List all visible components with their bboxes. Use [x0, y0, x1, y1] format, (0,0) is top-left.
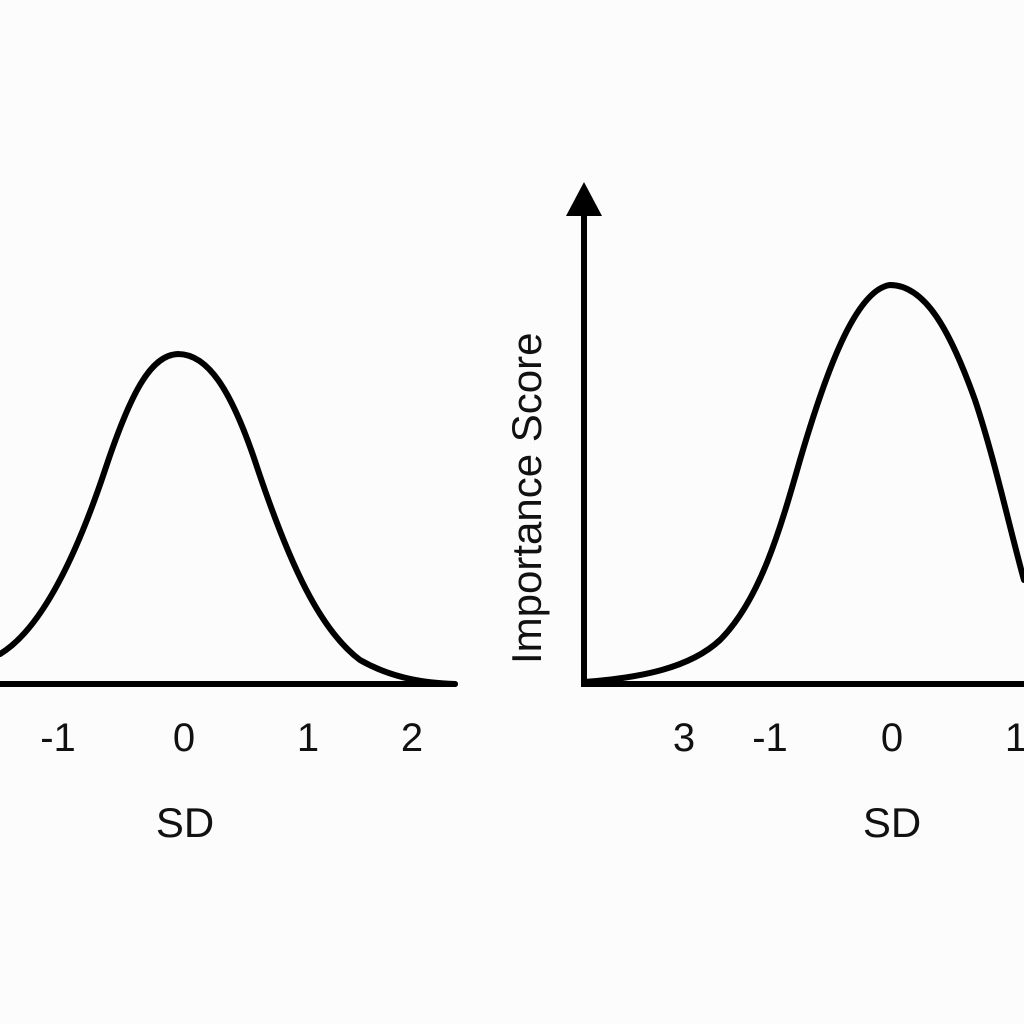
right-x-tick: 3	[672, 716, 696, 760]
left-x-tick: -1	[40, 716, 76, 760]
left-x-axis-label: SD	[155, 799, 215, 846]
y-axis-arrow-icon	[566, 182, 602, 216]
left-bell-curve	[0, 351, 458, 687]
left-x-tick: 1	[296, 716, 320, 760]
left-x-tick: 0	[172, 716, 196, 760]
right-panel	[566, 182, 1024, 687]
right-x-tick: 0	[880, 716, 904, 760]
right-x-tick: 1	[1004, 716, 1024, 760]
right-x-tick: -1	[752, 716, 788, 760]
left-panel	[0, 351, 458, 687]
right-x-axis-label: SD	[862, 799, 922, 846]
left-x-tick: 2	[400, 716, 424, 760]
right-bell-curve	[581, 282, 1024, 685]
right-y-axis-label: Importance Score	[503, 332, 550, 665]
